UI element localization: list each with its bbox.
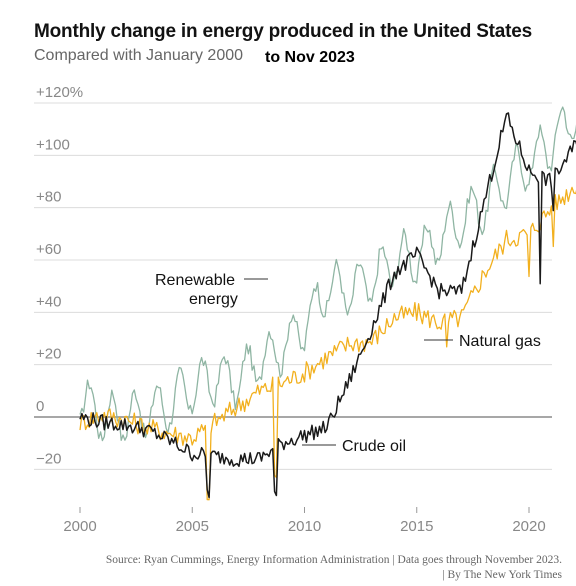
series-label-natural-gas: Natural gas <box>459 333 541 350</box>
series-label-renewable-energy: Renewable <box>155 272 235 289</box>
y-tick-label: +60 <box>36 241 61 258</box>
x-tick-label: 2020 <box>512 518 545 535</box>
label-layer: Renewable energy Natural gas Crude oil <box>155 272 541 455</box>
y-tick-label: −20 <box>36 450 61 467</box>
series-line-renewable-energy <box>79 106 576 442</box>
date-range-note: to Nov 2023 <box>265 49 355 66</box>
chart-subtitle: Compared with January 2000 <box>34 47 244 64</box>
source-line-1: Source: Ryan Cummings, Energy Informatio… <box>105 554 562 566</box>
x-tick-label: 2015 <box>400 518 433 535</box>
grid-layer: +120% +100 +80 +60 +40 +20 0 −20 <box>34 84 552 470</box>
series-layer <box>79 106 576 501</box>
series-label-crude-oil: Crude oil <box>342 438 406 455</box>
y-tick-label: 0 <box>36 398 44 415</box>
y-tick-label: +40 <box>36 293 61 310</box>
chart-title: Monthly change in energy produced in the… <box>34 21 533 42</box>
source-note: Source: Ryan Cummings, Energy Informatio… <box>2 553 562 583</box>
x-tick-label: 2010 <box>288 518 321 535</box>
y-tick-label: +80 <box>36 189 61 206</box>
series-label-renewable-energy: energy <box>189 291 238 308</box>
y-tick-label: +100 <box>36 136 70 153</box>
source-line-2: | By The New York Times <box>442 569 562 581</box>
x-tick-label: 2005 <box>176 518 209 535</box>
x-axis: 2000 2005 2010 2015 2020 <box>63 507 546 535</box>
x-tick-label: 2000 <box>63 518 96 535</box>
y-tick-label: +20 <box>36 346 61 363</box>
series-line-crude-oil <box>79 112 576 499</box>
y-tick-label: +120% <box>36 84 83 101</box>
